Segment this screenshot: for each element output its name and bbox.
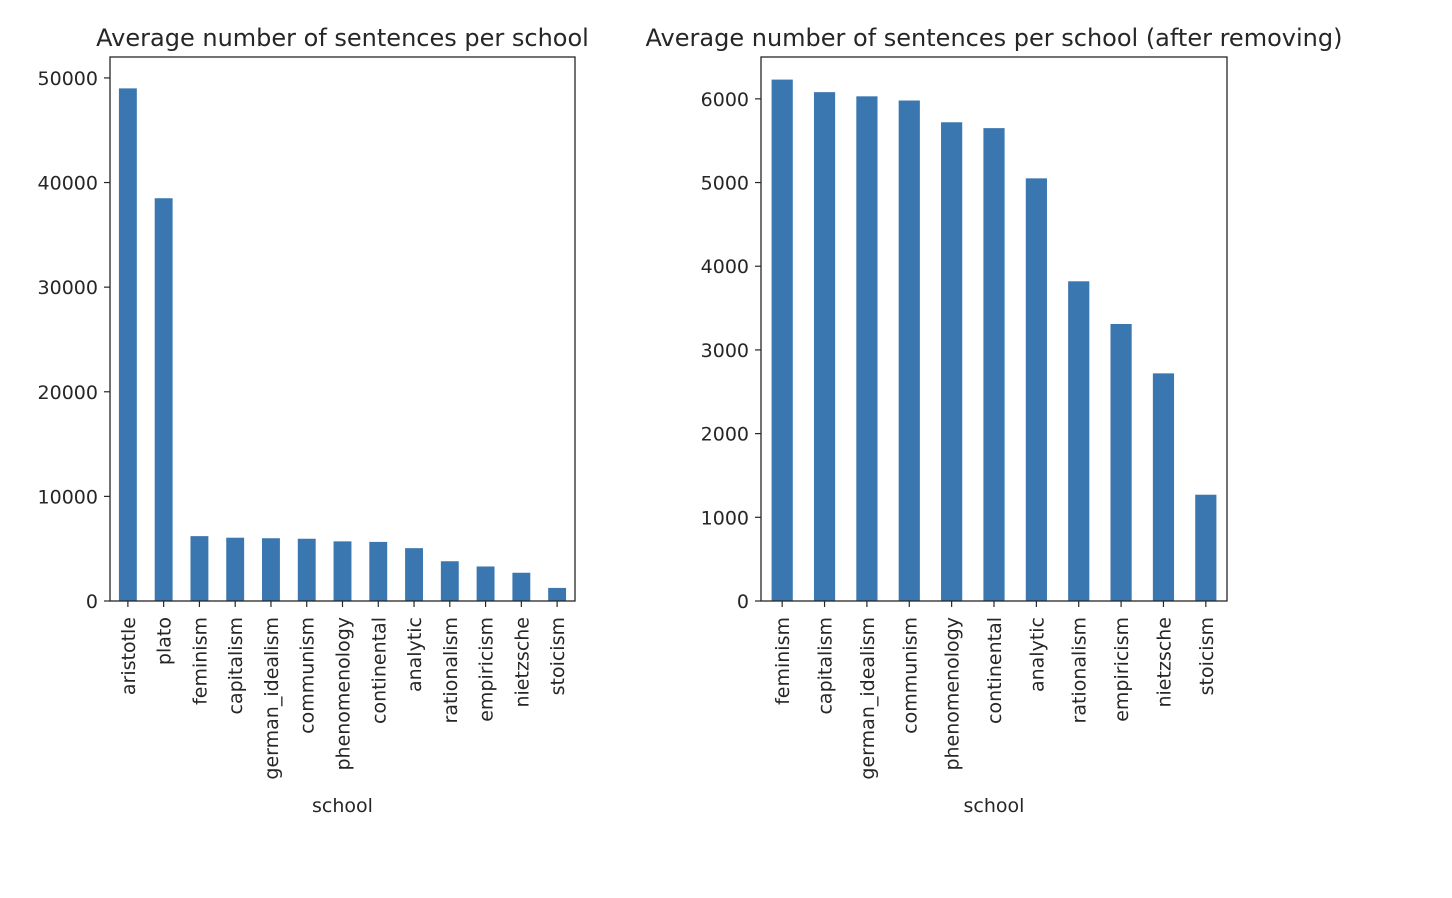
y-tick-label: 4000: [701, 256, 749, 278]
chart-title: Average number of sentences per school (…: [646, 24, 1343, 52]
x-tick-label: continental: [984, 617, 1006, 724]
y-tick-label: 20000: [38, 382, 98, 404]
x-tick-label: nietzsche: [1153, 617, 1175, 708]
bar-plato: [154, 198, 173, 601]
plot-frame: [109, 56, 576, 602]
x-tick-label: capitalism: [815, 617, 837, 715]
y-tick-label: 0: [737, 591, 749, 613]
x-tick-label: german_idealism: [261, 617, 283, 780]
bar-analytic: [1025, 178, 1047, 601]
x-tick-label: rationalism: [440, 617, 462, 723]
y-tick-label: 1000: [701, 507, 749, 529]
x-tick-label: phenomenology: [333, 617, 355, 771]
chart-title: Average number of sentences per school: [96, 24, 589, 52]
x-tick-label: analytic: [404, 617, 426, 692]
x-axis-label: school: [312, 795, 373, 817]
x-tick-label: german_idealism: [857, 617, 879, 780]
bar-communism: [297, 538, 316, 601]
x-tick-label: rationalism: [1069, 617, 1091, 723]
y-axis: 0 1000 2000 3000 4000 5000 6000: [701, 89, 761, 613]
y-tick-label: 5000: [701, 173, 749, 195]
y-tick-label: 2000: [701, 424, 749, 446]
x-tick-label: communism: [899, 617, 921, 734]
x-tick-label: feminism: [189, 617, 211, 705]
bar-empiricism: [1110, 323, 1132, 601]
y-tick-label: 10000: [38, 486, 98, 508]
bar-stoicism: [1195, 494, 1217, 601]
x-tick-label: continental: [368, 617, 390, 724]
x-tick-label: capitalism: [225, 617, 247, 715]
y-tick-label: 40000: [38, 173, 98, 195]
x-axis: feminism capitalism german_idealism communi…: [772, 601, 1218, 780]
bar-german_idealism: [262, 538, 280, 601]
bar-analytic: [405, 548, 423, 601]
x-tick-label: analytic: [1026, 617, 1048, 692]
bar-german_idealism: [856, 96, 878, 601]
bar-feminism: [190, 536, 209, 601]
x-tick-label: plato: [154, 617, 176, 665]
bars: [771, 79, 1217, 602]
bar-capitalism: [813, 92, 836, 602]
bar-stoicism: [548, 587, 567, 601]
x-tick-label: empiricism: [1111, 617, 1133, 722]
bar-feminism: [771, 79, 793, 601]
chart-left: Average number of sentences per school 0…: [38, 24, 589, 817]
y-tick-label: 0: [86, 591, 98, 613]
x-tick-label: nietzsche: [511, 617, 533, 708]
bar-capitalism: [226, 537, 245, 601]
bar-continental: [369, 541, 388, 601]
x-tick-label: feminism: [772, 617, 794, 705]
y-tick-label: 50000: [38, 68, 98, 90]
y-tick-label: 30000: [38, 277, 98, 299]
bar-empiricism: [476, 566, 495, 601]
bars: [118, 88, 567, 601]
bar-communism: [898, 100, 920, 602]
y-axis: 0 10000 20000 30000 40000 50000: [38, 68, 110, 613]
x-tick-label: aristotle: [118, 617, 140, 695]
x-tick-label: communism: [297, 617, 319, 734]
chart-right: Average number of sentences per school (…: [646, 24, 1343, 817]
y-tick-label: 3000: [701, 340, 749, 362]
bar-aristotle: [118, 88, 137, 601]
bar-phenomenology: [333, 541, 352, 601]
x-axis: aristotle plato feminism capitalism german_i…: [118, 601, 569, 780]
bar-continental: [983, 128, 1005, 601]
x-tick-label: phenomenology: [942, 617, 964, 771]
y-tick-label: 6000: [701, 89, 749, 111]
x-axis-label: school: [964, 795, 1025, 817]
bar-phenomenology: [941, 122, 963, 601]
bar-rationalism: [440, 561, 459, 601]
bar-nietzsche: [1152, 373, 1175, 601]
bar-rationalism: [1068, 281, 1090, 601]
bar-nietzsche: [512, 572, 531, 601]
x-tick-label: empiricism: [476, 617, 498, 722]
x-tick-label: stoicism: [1196, 617, 1218, 695]
x-tick-label: stoicism: [547, 617, 569, 695]
